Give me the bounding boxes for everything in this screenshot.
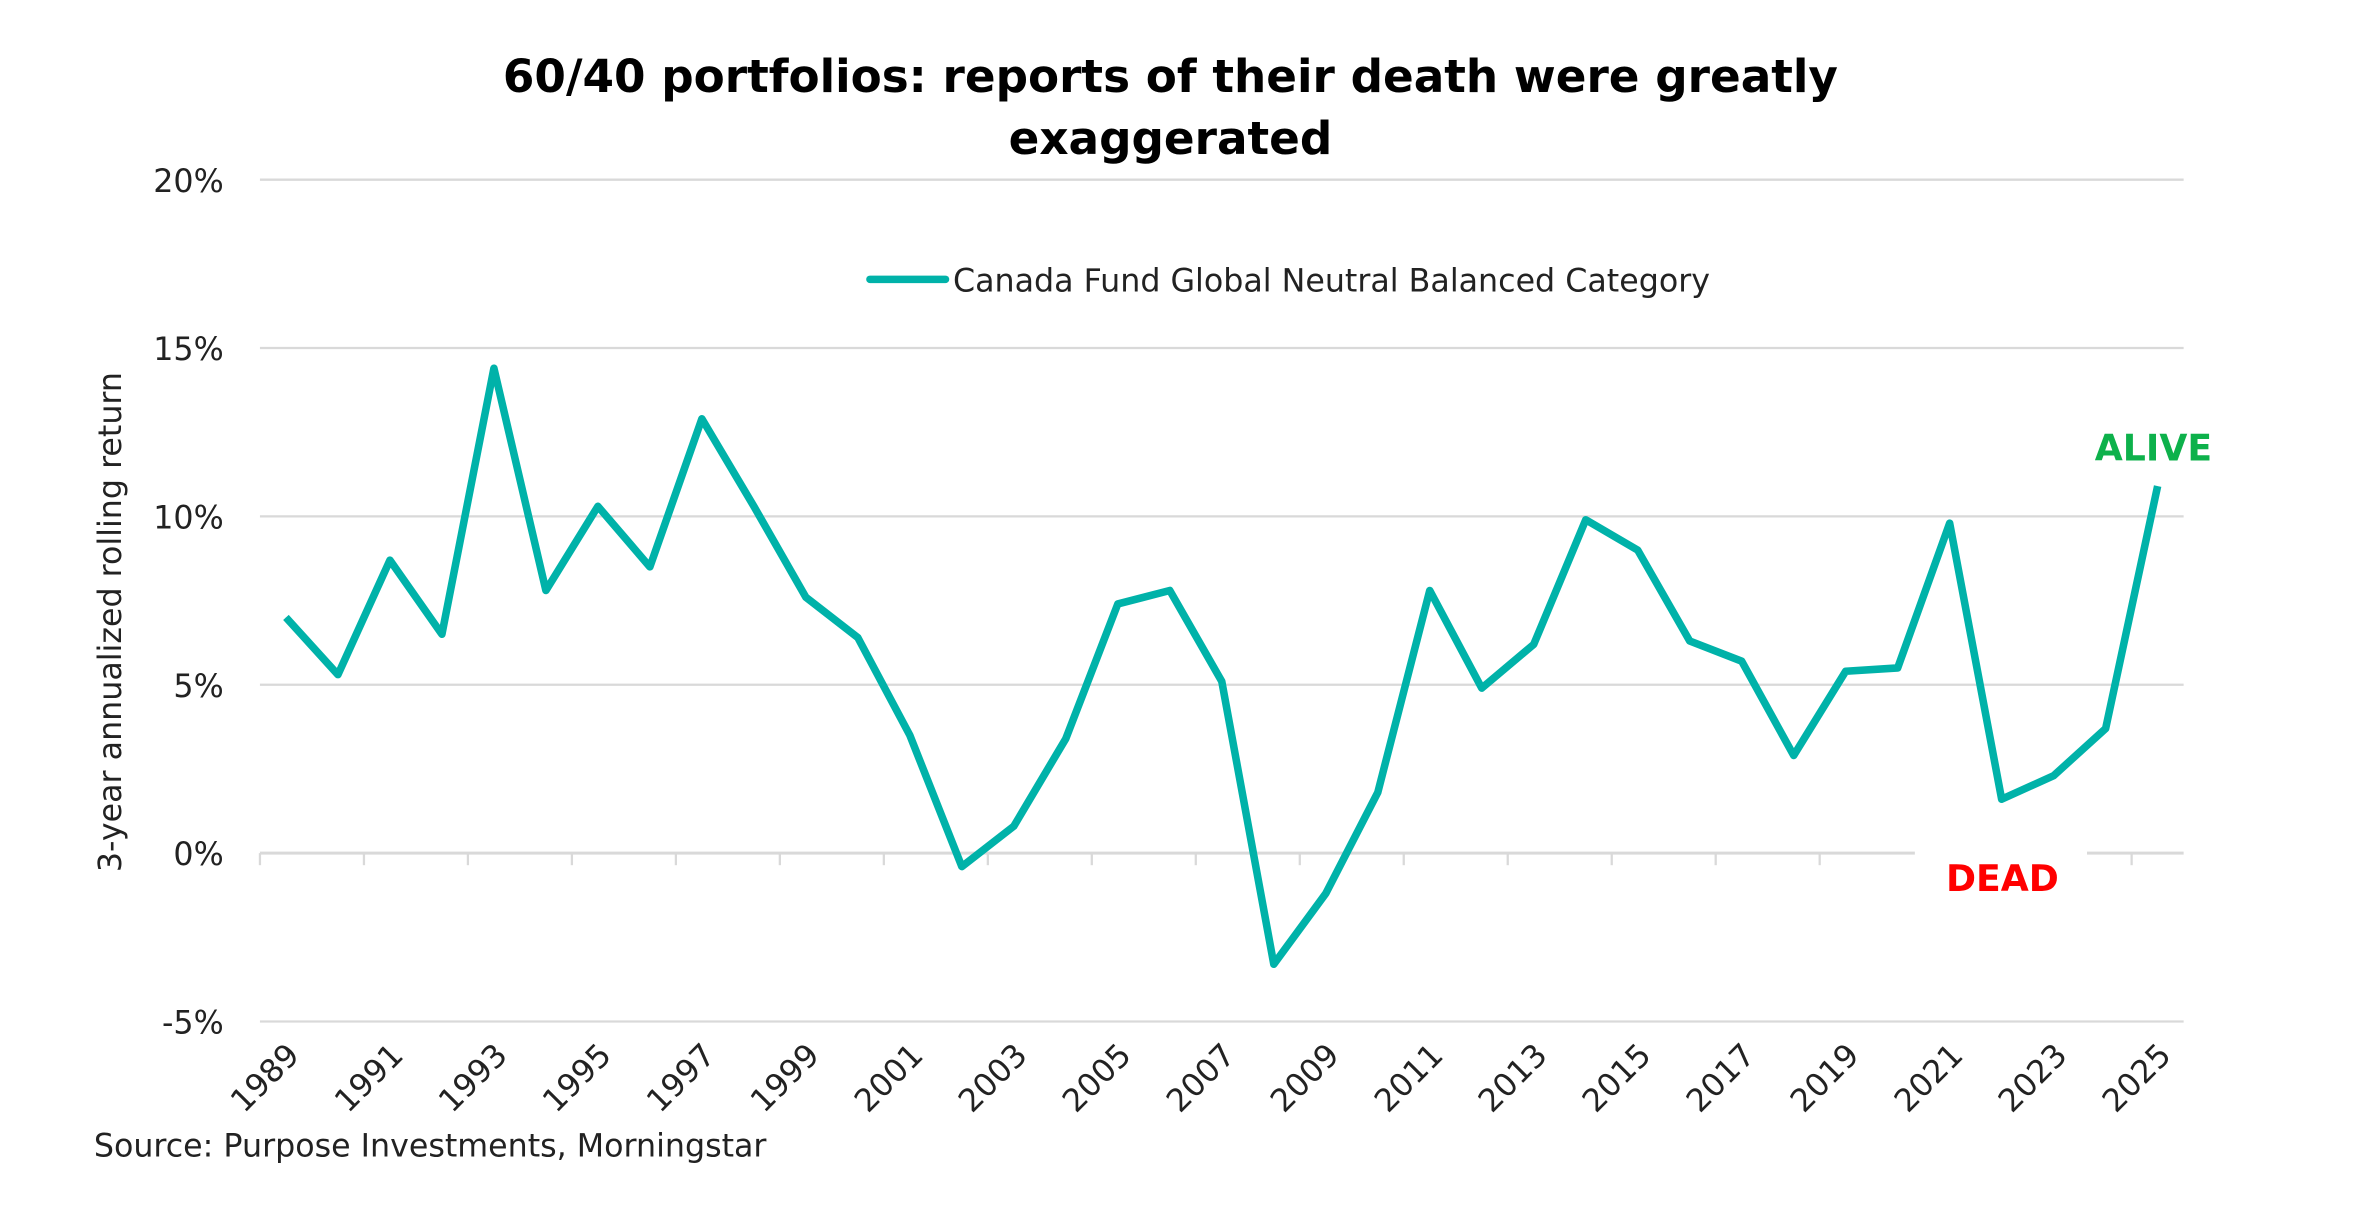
x-tick-label: 2019 [1784,1037,1866,1119]
gridlines [259,178,2184,1023]
x-tick-label: 1989 [224,1037,306,1119]
x-tick-label: 2023 [1992,1037,2074,1119]
y-axis-label: 3-year annualized rolling return [93,372,129,872]
series-line-group [283,364,2162,969]
x-tick-label: 2005 [1056,1037,1138,1119]
chart-title-line-2: exaggerated [1009,112,1333,165]
chart-title-line-1: 60/40 portfolios: reports of their death… [503,50,1838,103]
y-axis-ticks: 20% 15% 10% 5% 0% -5% [153,164,223,1042]
y-tick-label: 20% [153,164,223,200]
x-tick-label: 1997 [640,1037,722,1119]
legend: Canada Fund Global Neutral Balanced Cate… [866,263,1710,299]
x-tick-label: 2021 [1888,1037,1970,1119]
x-tick-label: 2009 [1264,1037,1346,1119]
source-note: Source: Purpose Investments, Morningstar [94,1129,768,1165]
x-axis-ticks: 1989 1991 1993 1995 1997 1999 2001 2003 2005 2007… [224,853,2178,1120]
x-tick-label: 2017 [1680,1037,1762,1119]
x-tick-label: 2003 [952,1037,1034,1119]
y-tick-label: 5% [173,669,223,705]
x-tick-label: 1993 [432,1037,514,1119]
dead-label-background [1914,845,2087,900]
x-tick-label: 2001 [848,1037,930,1119]
x-tick-label: 1999 [744,1037,826,1119]
y-tick-label: 0% [173,837,223,873]
x-tick-label: 2007 [1160,1037,1242,1119]
annotation-alive: ALIVE [2095,427,2212,470]
x-tick-label: 2015 [1576,1037,1658,1119]
x-tick-label: 2025 [2096,1037,2178,1119]
y-tick-label: 10% [153,500,223,536]
x-tick-label: 2011 [1368,1037,1450,1119]
x-tick-label: 1995 [536,1037,618,1119]
x-tick-label: 2013 [1472,1037,1554,1119]
series-line [283,364,2162,969]
y-tick-label: -5% [162,1006,224,1042]
legend-label: Canada Fund Global Neutral Balanced Cate… [953,263,1710,299]
x-tick-label: 1991 [328,1037,410,1119]
annotation-dead: DEAD [1946,857,2059,900]
y-tick-label: 15% [153,332,223,368]
